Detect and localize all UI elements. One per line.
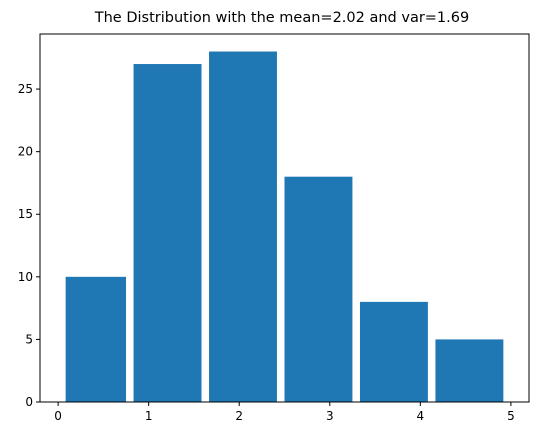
x-tick-label-2: 2: [235, 409, 243, 423]
chart-title: The Distribution with the mean=2.02 and …: [94, 10, 469, 26]
x-tick-label-1: 1: [145, 409, 153, 423]
x-tick-label-5: 5: [507, 409, 515, 423]
plot-frame: [39, 33, 530, 403]
y-tick-label-0: 0: [25, 395, 33, 409]
x-tick-label-4: 4: [417, 409, 425, 423]
x-axis: 0 1 2 3 4 5: [54, 402, 515, 423]
y-tick-label-1: 5: [25, 332, 33, 346]
bar-0: [65, 276, 127, 402]
bar-4: [359, 301, 428, 402]
bars-group: [65, 51, 504, 403]
bar-1: [133, 64, 202, 402]
bar-5: [435, 339, 504, 402]
y-tick-label-3: 15: [18, 207, 33, 221]
y-tick-label-4: 20: [18, 145, 33, 159]
x-tick-label-3: 3: [326, 409, 334, 423]
y-axis: 0 5 10 15 20 25: [18, 82, 40, 409]
y-tick-label-5: 25: [18, 82, 33, 96]
y-tick-label-2: 10: [18, 270, 33, 284]
bar-3: [284, 176, 353, 402]
x-tick-label-0: 0: [54, 409, 62, 423]
bar-2: [209, 51, 277, 403]
